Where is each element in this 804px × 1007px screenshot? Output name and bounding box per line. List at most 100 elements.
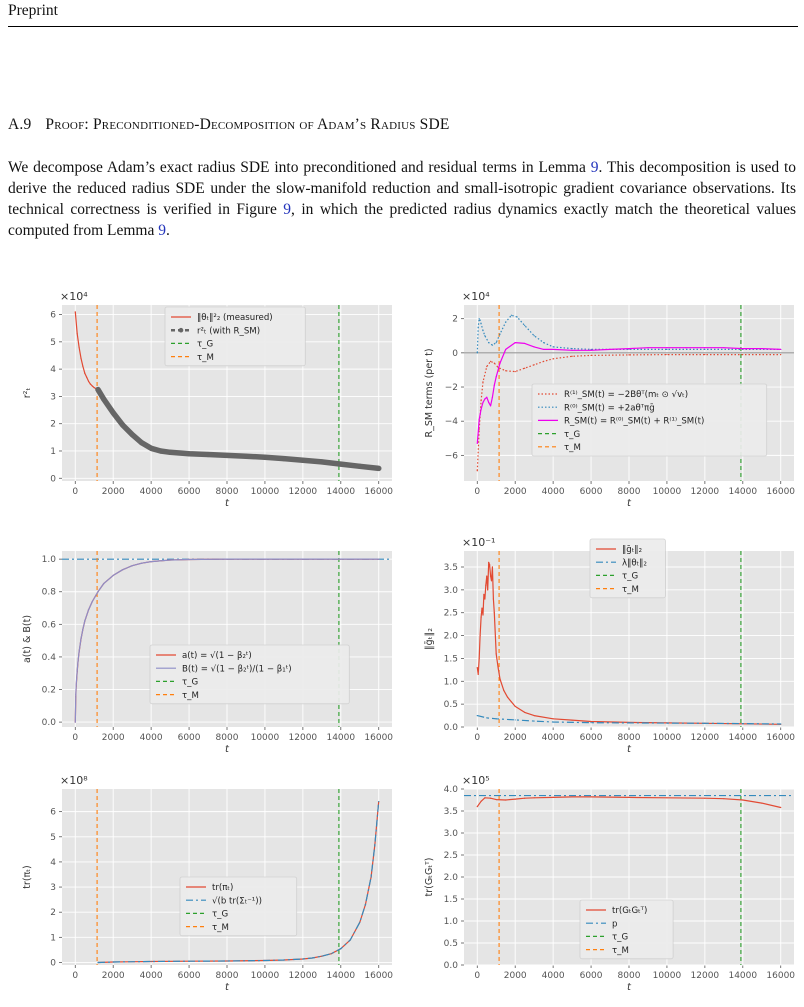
series-2-point <box>590 349 592 351</box>
series-1-point <box>533 335 535 337</box>
y-tick-label: 1 <box>50 933 56 943</box>
y-tick-label: 0.5 <box>444 700 458 710</box>
series-1-point <box>666 722 668 724</box>
y-tick-label: 0.0 <box>444 961 459 971</box>
series-2-point <box>552 348 554 351</box>
x-tick-label: 12000 <box>691 971 720 981</box>
legend-label: a(t) = √(1 − β₂ᵗ) <box>182 651 252 661</box>
y-tick-label: 3.5 <box>444 563 458 573</box>
series-1-point <box>97 961 99 964</box>
legend-box <box>149 644 350 705</box>
y-tick-label: 1.0 <box>444 677 459 687</box>
x-tick-label: 10000 <box>653 971 682 981</box>
series-0-point <box>476 470 478 472</box>
x-tick-label: 0 <box>72 487 78 497</box>
series-0-point <box>704 353 706 356</box>
figure-ref-link[interactable]: 9 <box>283 201 292 218</box>
series-0-point <box>552 796 554 798</box>
series-2-point <box>571 349 573 351</box>
series-0-point <box>666 353 668 356</box>
series-1-point <box>486 717 488 719</box>
y-tick-label: 4 <box>50 365 56 375</box>
legend-label: B(t) = √(1 − β₂ᵗ)/(1 − β₁ᵗ) <box>182 664 292 674</box>
legend: ‖ḡₜ‖₂ λ‖θₜ‖₂ τ_G τ_M <box>589 538 666 599</box>
x-tick-label: 10000 <box>653 487 682 497</box>
legend-label: τ_M <box>622 585 639 595</box>
y-tick-label: 1.0 <box>444 917 459 927</box>
x-tick-label: 0 <box>474 971 480 981</box>
y-tick-label: 2 <box>50 908 56 918</box>
series-0-point <box>91 385 93 387</box>
series-2-point <box>780 348 782 351</box>
lemma-ref-link[interactable]: 9 <box>590 159 599 176</box>
series-1-point <box>742 722 744 725</box>
legend: a(t) = √(1 − β₂ᵗ) B(t) = √(1 − β₂ᵗ)/(1 − … <box>149 644 350 705</box>
series-0-point <box>571 796 573 798</box>
series-1-point <box>505 321 507 323</box>
x-tick-label: 8000 <box>618 487 641 497</box>
paragraph-part: , in which the predicted radius dynamics… <box>8 201 796 239</box>
series-0-point <box>479 634 481 637</box>
x-tick-label: 4000 <box>542 733 565 743</box>
series-0-point <box>780 353 782 356</box>
gradient-covariance-trace-chart: 0 2000 4000 6000 8000 10000 12000 14000 16000 0.0… <box>402 765 802 1003</box>
series-1-point <box>484 335 486 337</box>
series-0-point <box>628 354 630 356</box>
section-title-text: Proof: Preconditioned-Decomposition of A… <box>45 116 450 133</box>
x-tick-label: 6000 <box>580 971 603 981</box>
series-1-point <box>311 957 313 959</box>
x-tick-label: 14000 <box>728 971 757 981</box>
y-tick-label: 1 <box>50 447 56 457</box>
x-tick-label: 6000 <box>178 487 201 497</box>
series-1-point <box>704 722 706 724</box>
y-tick-label: 0 <box>50 958 56 968</box>
y-tick-label: 2.0 <box>444 873 459 883</box>
series-1-point <box>374 843 376 845</box>
x-tick-label: 8000 <box>216 487 239 497</box>
legend-box <box>179 876 298 937</box>
y-tick-label: 1.0 <box>42 555 57 565</box>
x-tick-label: 12000 <box>289 487 318 497</box>
x-tick-label: 4000 <box>140 733 163 743</box>
lemma-ref-link[interactable]: 9 <box>158 222 166 239</box>
series-2-point <box>723 347 725 349</box>
paragraph-part: . This decomposition is used to derive t… <box>8 159 796 218</box>
series-2-point <box>488 401 490 403</box>
series-0-point <box>590 354 592 357</box>
legend-label: τ_M <box>197 353 214 363</box>
series-1-point <box>264 558 266 560</box>
x-tick-label: 14000 <box>728 733 757 743</box>
series-1-point <box>590 722 592 724</box>
y-tick-label: 0.0 <box>42 718 57 728</box>
x-tick-label: 6000 <box>178 733 201 743</box>
legend-box <box>579 899 674 960</box>
series-2-point <box>685 347 687 349</box>
x-tick-label: 2000 <box>102 733 125 743</box>
series-1-point <box>516 316 518 318</box>
series-0-point <box>487 589 489 591</box>
legend-label: τ_M <box>182 691 199 701</box>
series-2-point <box>493 384 495 386</box>
series-0-point <box>493 362 495 364</box>
chart-svg: 0 2000 4000 6000 8000 10000 12000 14000 16000 0.0… <box>424 774 795 993</box>
legend: tr(πₜ) √(b tr(Σₜ⁻¹)) τ_G τ_M <box>179 876 298 937</box>
x-axis-label: t <box>627 498 632 509</box>
legend-label: tr(GₜGₜᵀ) <box>612 906 647 916</box>
series-1-point <box>80 638 82 640</box>
x-tick-label: 0 <box>72 733 78 743</box>
x-tick-label: 0 <box>474 487 480 497</box>
series-1-point <box>319 459 325 465</box>
y-tick-label: 3 <box>50 883 56 893</box>
series-2-point <box>514 341 516 344</box>
series-1-point <box>499 333 501 335</box>
series-0-point <box>93 387 95 389</box>
series-1-point <box>150 960 152 963</box>
running-title: Preprint <box>8 2 58 19</box>
y-tick-label: 0.6 <box>42 620 57 630</box>
series-1-point <box>112 574 114 577</box>
series-0-point <box>533 714 535 717</box>
series-line-0 <box>476 561 781 725</box>
series-0-point <box>488 561 490 564</box>
y-tick-label: 3.0 <box>444 586 459 596</box>
series-0-point <box>477 673 479 676</box>
